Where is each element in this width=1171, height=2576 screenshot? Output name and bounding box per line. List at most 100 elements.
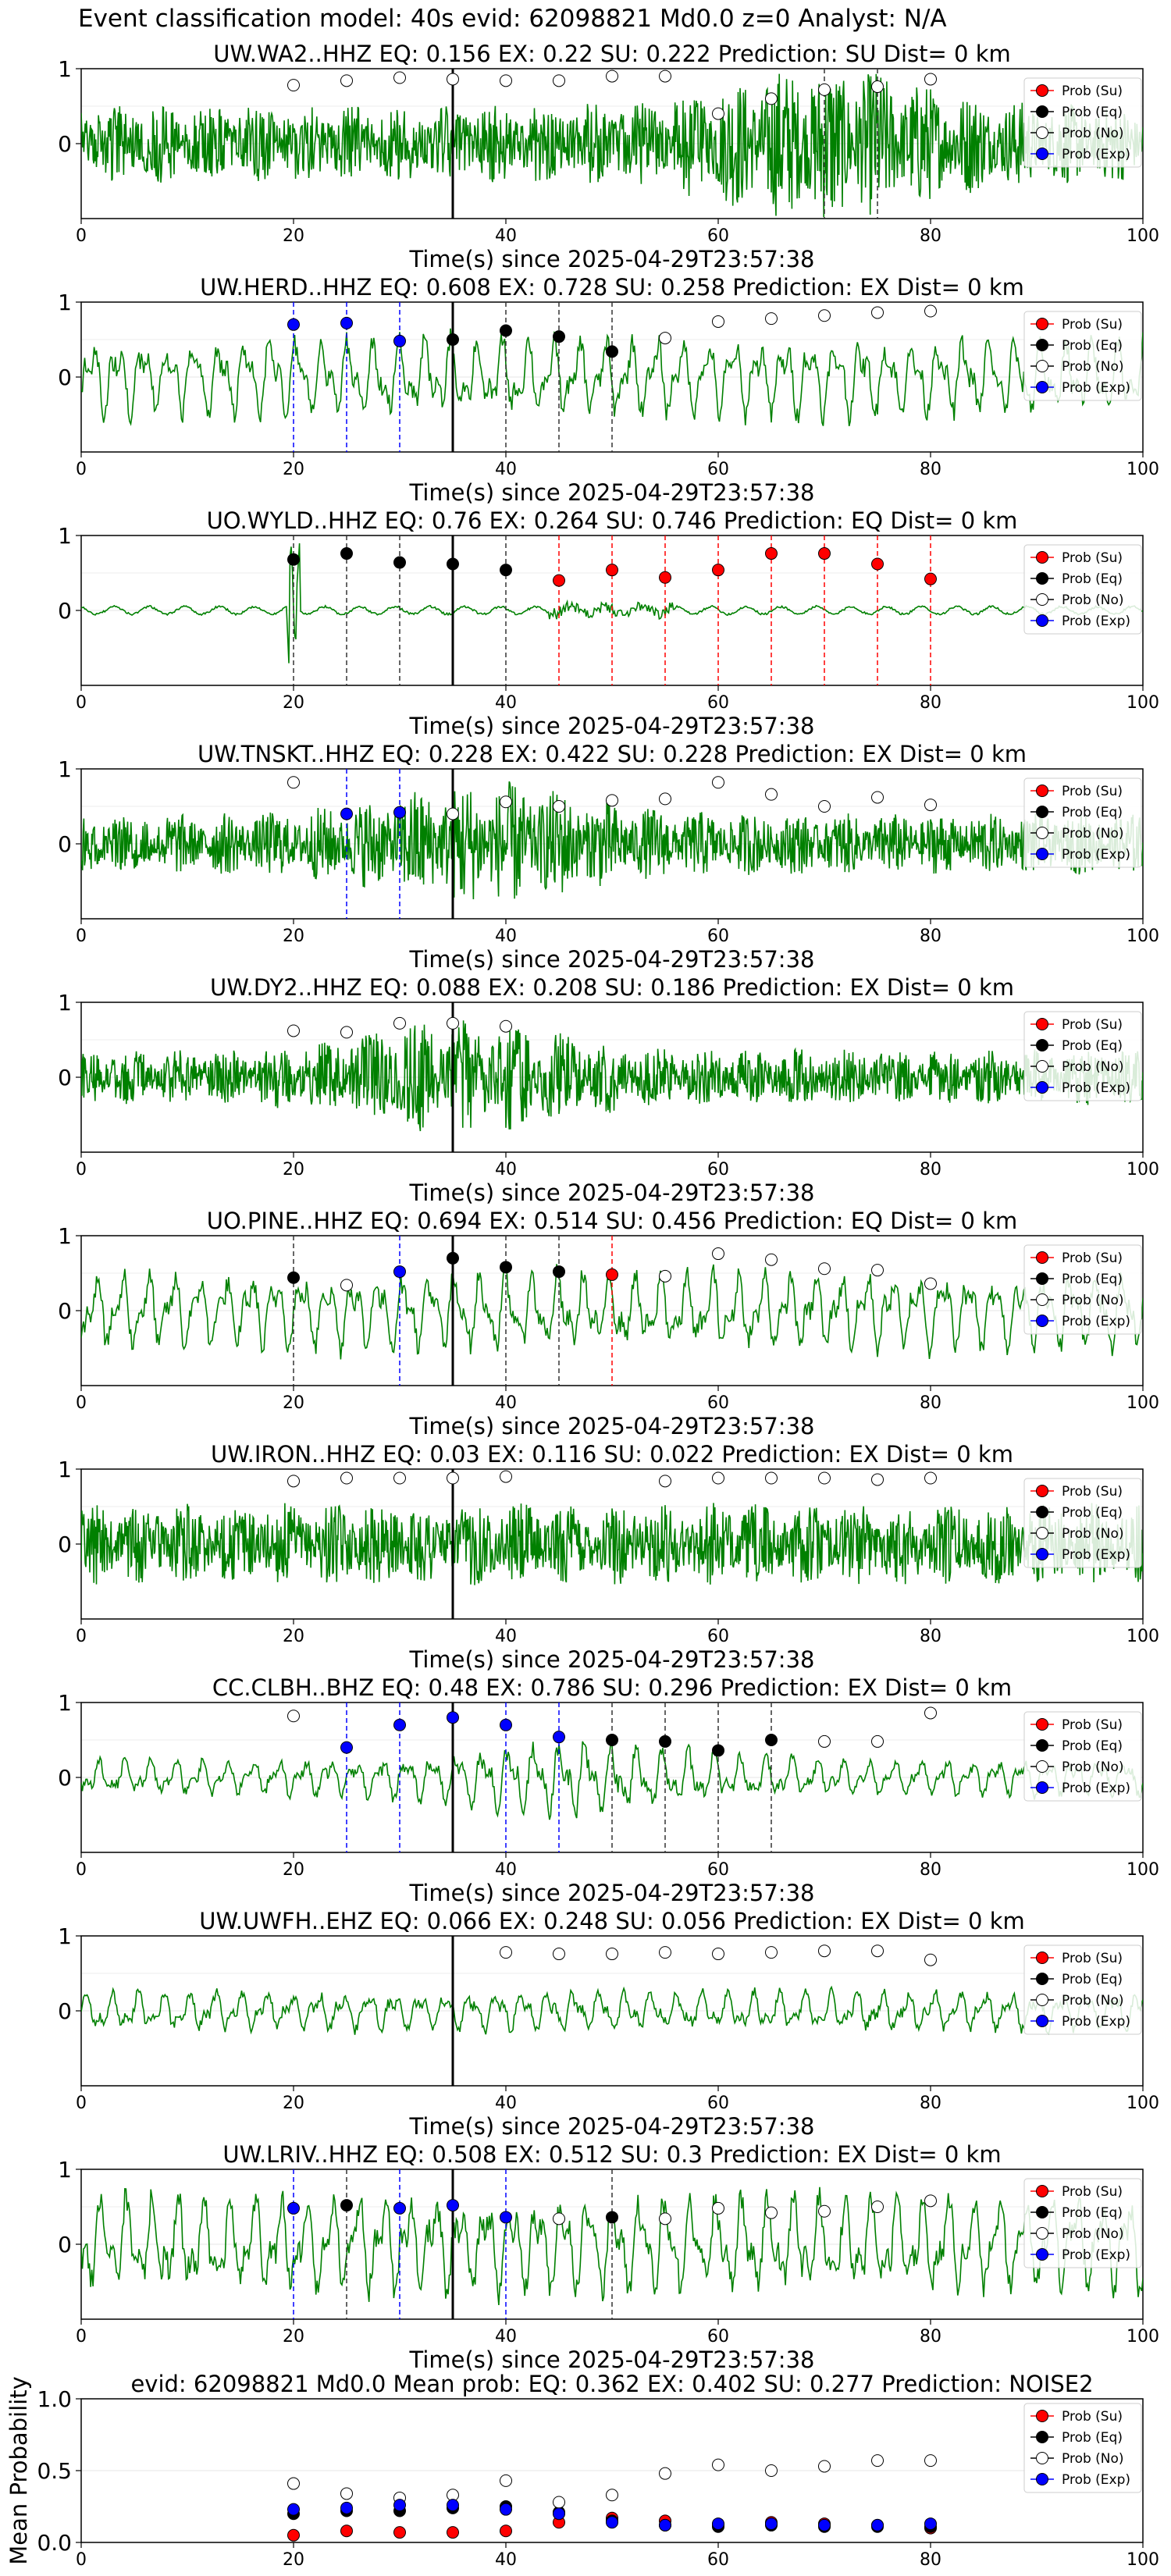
x-tick-label: 40 [495, 460, 517, 479]
x-tick-label: 60 [707, 1160, 729, 1179]
y-tick-label: 1 [58, 1457, 72, 1482]
prob-marker-no [712, 107, 724, 120]
y-tick-label: 1 [58, 756, 72, 782]
legend-box [1023, 2178, 1142, 2268]
y-tick-label: 0 [58, 1065, 72, 1091]
prob-marker-no [924, 1277, 937, 1290]
legend-label: Prob (No) [1062, 359, 1124, 375]
legend-marker-exp [1036, 1081, 1048, 1094]
legend-label: Prob (Eq) [1062, 1972, 1123, 1987]
x-tick-label: 0 [76, 1393, 87, 1413]
legend-marker-no [1036, 1060, 1048, 1073]
legend-marker-no [1036, 827, 1048, 839]
mean-marker-exp [818, 2518, 831, 2532]
prob-marker-eq [659, 1735, 671, 1748]
prob-marker-no [393, 71, 406, 84]
mean-marker-exp [287, 2503, 300, 2516]
legend-marker-eq [1036, 2206, 1048, 2218]
x-axis-label: Time(s) since 2025-04-29T23:57:38 [409, 1413, 815, 1439]
panel-title: UW.UWFH..EHZ EQ: 0.066 EX: 0.248 SU: 0.0… [199, 1908, 1025, 1934]
mean-marker-no [553, 2496, 565, 2509]
x-tick-label: 60 [707, 460, 729, 479]
prob-marker-no [500, 1470, 512, 1483]
mean-marker-no [287, 2477, 300, 2490]
prob-marker-no [765, 312, 778, 326]
y-tick-label: 0 [58, 1998, 72, 2024]
x-tick-label: 60 [707, 2327, 729, 2347]
prob-marker-no [606, 794, 618, 807]
prob-marker-eq [287, 553, 300, 566]
legend-marker-exp [1036, 1315, 1048, 1327]
legend-label: Prob (Eq) [1062, 105, 1123, 120]
y-axis-label: Mean Probability [5, 2376, 32, 2565]
prob-marker-exp [447, 2199, 459, 2212]
prob-marker-no [924, 2194, 937, 2208]
legend-box [1023, 77, 1142, 168]
legend-marker-eq [1036, 806, 1048, 818]
prob-marker-no [818, 309, 831, 322]
prob-marker-exp [393, 1265, 406, 1279]
prob-marker-exp [393, 1718, 406, 1731]
legend-label: Prob (No) [1062, 592, 1124, 608]
station-panel-9: UW.UWFH..EHZ EQ: 0.066 EX: 0.248 SU: 0.0… [58, 1908, 1159, 2140]
x-tick-label: 0 [76, 693, 87, 713]
x-tick-label: 40 [495, 1393, 517, 1413]
prob-marker-no [712, 1948, 724, 1961]
legend-label: Prob (Su) [1062, 1251, 1123, 1266]
y-tick-label: 1 [58, 56, 72, 82]
legend: Prob (Su) Prob (Eq) Prob (No) Prob (Exp) [1023, 2403, 1142, 2493]
x-tick-label: 80 [920, 1627, 941, 1646]
y-tick-label: 0 [58, 131, 72, 157]
legend-marker-eq [1036, 1272, 1048, 1285]
legend-marker-exp [1036, 1781, 1048, 1794]
mean-marker-no [340, 2487, 353, 2500]
panel-title: UW.IRON..HHZ EQ: 0.03 EX: 0.116 SU: 0.02… [211, 1441, 1013, 1468]
prob-marker-no [924, 1471, 937, 1485]
mean-marker-exp [606, 2516, 618, 2529]
prob-marker-no [871, 1735, 884, 1748]
station-panel-1: UW.WA2..HHZ EQ: 0.156 EX: 0.22 SU: 0.222… [58, 41, 1159, 272]
prob-marker-no [340, 1026, 353, 1039]
prob-marker-eq [606, 345, 618, 358]
legend-label: Prob (Exp) [1062, 614, 1130, 629]
legend-label: Prob (Su) [1062, 84, 1123, 99]
x-axis-label: Time(s) since 2025-04-29T23:57:38 [409, 2347, 815, 2373]
prob-marker-no [287, 776, 300, 789]
x-tick-label: 40 [495, 226, 517, 246]
legend: Prob (Su) Prob (Eq) Prob (No) Prob (Exp) [1023, 1711, 1142, 1802]
legend-label: Prob (Su) [1062, 550, 1123, 566]
panel-title: UW.LRIV..HHZ EQ: 0.508 EX: 0.512 SU: 0.3… [222, 2141, 1001, 2168]
prob-marker-exp [393, 334, 406, 347]
figure-title: Event classification model: 40s evid: 62… [78, 5, 947, 33]
y-tick-label: 0.5 [37, 2458, 72, 2484]
legend-label: Prob (Su) [1062, 2409, 1123, 2425]
station-panel-7: UW.IRON..HHZ EQ: 0.03 EX: 0.116 SU: 0.02… [58, 1441, 1159, 1673]
prob-marker-exp [340, 1741, 353, 1754]
panel-title: CC.CLBH..BHZ EQ: 0.48 EX: 0.786 SU: 0.29… [212, 1674, 1012, 1701]
legend-marker-eq [1036, 105, 1048, 118]
station-panel-5: UW.DY2..HHZ EQ: 0.088 EX: 0.208 SU: 0.18… [58, 974, 1159, 1206]
prob-marker-no [924, 304, 937, 318]
prob-marker-no [287, 1710, 300, 1723]
legend-marker-no [1036, 1293, 1048, 1306]
prob-marker-no [606, 69, 618, 83]
legend-marker-su [1036, 1251, 1048, 1264]
legend-label: Prob (No) [1062, 1059, 1124, 1075]
legend-marker-su [1036, 1018, 1048, 1030]
x-tick-label: 40 [495, 693, 517, 713]
legend-label: Prob (Exp) [1062, 1547, 1130, 1563]
panel-title: UW.TNSKT..HHZ EQ: 0.228 EX: 0.422 SU: 0.… [198, 741, 1027, 767]
legend-label: Prob (Su) [1062, 1017, 1123, 1033]
mean-marker-no [712, 2458, 724, 2471]
panel-title: UW.DY2..HHZ EQ: 0.088 EX: 0.208 SU: 0.18… [210, 974, 1014, 1001]
x-tick-label: 20 [283, 1393, 304, 1413]
prob-marker-no [340, 1279, 353, 1292]
prob-marker-no [500, 74, 512, 87]
x-tick-label: 100 [1127, 2327, 1159, 2347]
legend-box [1023, 544, 1142, 635]
x-tick-label: 0 [76, 2550, 87, 2570]
prob-marker-no [447, 73, 459, 86]
x-tick-label: 0 [76, 1160, 87, 1179]
legend-label: Prob (Exp) [1062, 847, 1130, 863]
prob-marker-no [712, 2201, 724, 2215]
